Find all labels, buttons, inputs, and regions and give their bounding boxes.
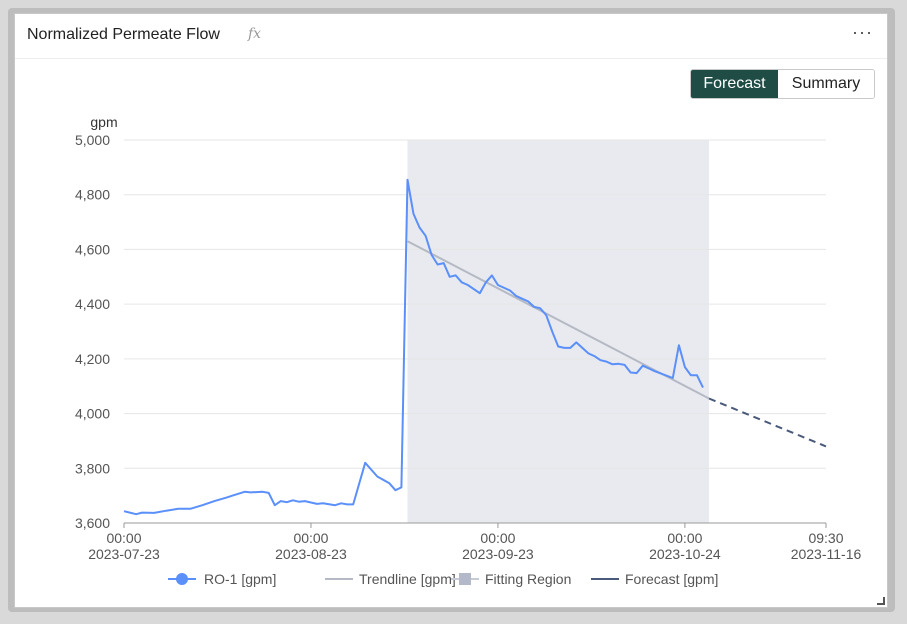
card-header: Normalized Permeate Flow fx ··· — [15, 14, 887, 59]
y-tick-label: 3,800 — [75, 460, 110, 476]
y-tick-label: 5,000 — [75, 132, 110, 148]
legend-fitting-marker-box — [459, 573, 471, 585]
x-tick-time-label: 00:00 — [293, 530, 328, 546]
y-tick-label: 4,200 — [75, 351, 110, 367]
legend-ro1-marker-dot — [176, 573, 188, 585]
x-tick-time-label: 09:30 — [808, 530, 843, 546]
fitting-region-area — [407, 140, 710, 523]
y-tick-label: 4,400 — [75, 296, 110, 312]
x-tick-time-label: 00:00 — [480, 530, 515, 546]
y-tick-label: 4,800 — [75, 187, 110, 203]
legend-forecast-label: Forecast [gpm] — [625, 571, 718, 587]
view-toggle: Forecast Summary — [690, 69, 875, 99]
x-tick-date-label: 2023-07-23 — [88, 546, 160, 562]
x-tick-time-label: 00:00 — [667, 530, 702, 546]
resize-handle-icon[interactable] — [877, 597, 885, 605]
x-tick-date-label: 2023-08-23 — [275, 546, 347, 562]
legend-fitting-label: Fitting Region — [485, 571, 571, 587]
y-tick-label: 3,600 — [75, 515, 110, 531]
y-axis-label: gpm — [90, 114, 117, 130]
x-tick-date-label: 2023-10-24 — [649, 546, 721, 562]
x-tick-date-label: 2023-09-23 — [462, 546, 534, 562]
card-title: Normalized Permeate Flow — [27, 26, 220, 43]
legend-ro1-label: RO-1 [gpm] — [204, 571, 276, 587]
chart-card: Normalized Permeate Flow fx ··· Forecast… — [14, 13, 888, 608]
forecast-series-line — [708, 397, 827, 448]
more-options-icon[interactable]: ··· — [852, 22, 873, 42]
permeate-flow-chart: 3,600 3,800 4,000 4,200 4,400 4,600 4,800 5,000… — [75, 114, 862, 587]
y-tick-label: 4,600 — [75, 241, 110, 257]
legend-trendline-label: Trendline [gpm] — [359, 571, 456, 587]
formula-icon[interactable]: fx — [248, 26, 262, 42]
y-tick-label: 4,000 — [75, 406, 110, 422]
forecast-tab[interactable]: Forecast — [691, 70, 778, 98]
ro1-series-line — [123, 178, 704, 516]
x-tick-time-label: 00:00 — [106, 530, 141, 546]
summary-tab[interactable]: Summary — [778, 70, 874, 98]
x-tick-date-label: 2023-11-16 — [791, 546, 862, 562]
